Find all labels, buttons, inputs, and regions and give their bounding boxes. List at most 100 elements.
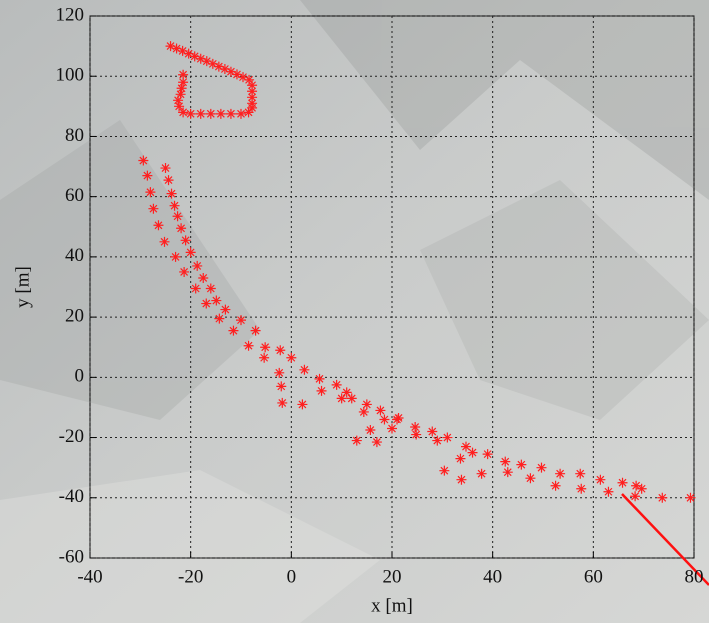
- point: [371, 437, 382, 448]
- y-tick-label: 40: [65, 245, 84, 266]
- point: [201, 298, 212, 309]
- point: [201, 56, 212, 67]
- y-tick-label: 100: [56, 65, 85, 86]
- point: [536, 462, 547, 473]
- point: [525, 473, 536, 484]
- point: [177, 45, 188, 56]
- point: [410, 422, 421, 433]
- point: [286, 352, 297, 363]
- point: [460, 441, 471, 452]
- point: [213, 61, 224, 72]
- y-tick-label: 0: [75, 366, 85, 387]
- marks: [138, 41, 696, 503]
- y-tick-label: -40: [59, 486, 84, 507]
- point: [260, 342, 271, 353]
- point: [243, 340, 254, 351]
- x-tick-label: -40: [77, 566, 102, 587]
- point: [314, 373, 325, 384]
- point: [205, 283, 216, 294]
- x-axis-label: x [m]: [371, 595, 413, 616]
- point: [336, 393, 347, 404]
- point: [170, 251, 181, 262]
- point: [225, 108, 236, 119]
- y-tick-label: 20: [65, 305, 84, 326]
- point: [657, 492, 668, 503]
- point: [243, 107, 254, 118]
- point: [351, 435, 362, 446]
- point: [148, 203, 159, 214]
- point: [617, 477, 628, 488]
- point: [198, 272, 209, 283]
- x-tick-label: -20: [178, 566, 203, 587]
- point: [346, 393, 357, 404]
- point: [516, 459, 527, 470]
- point: [153, 220, 164, 231]
- point: [358, 406, 369, 417]
- point: [175, 89, 186, 100]
- point: [595, 474, 606, 485]
- point: [185, 108, 196, 119]
- point: [247, 102, 258, 113]
- x-tick-label: 0: [287, 566, 297, 587]
- point: [178, 69, 189, 80]
- point: [361, 399, 372, 410]
- point: [636, 483, 647, 494]
- point: [160, 163, 171, 174]
- point: [250, 325, 261, 336]
- point: [236, 108, 246, 119]
- point: [166, 188, 177, 199]
- point: [432, 435, 443, 446]
- point: [220, 304, 231, 315]
- point: [219, 63, 230, 74]
- point: [180, 235, 191, 246]
- y-tick-label: 80: [65, 125, 84, 146]
- point: [247, 92, 258, 103]
- point: [259, 352, 270, 363]
- point: [427, 426, 438, 437]
- point: [575, 468, 586, 479]
- point: [176, 83, 187, 94]
- point: [274, 367, 285, 378]
- point: [297, 399, 308, 410]
- point: [685, 492, 696, 503]
- point: [236, 315, 246, 326]
- point: [178, 77, 189, 88]
- point: [631, 480, 642, 491]
- x-tick-label: 40: [483, 566, 502, 587]
- point: [275, 345, 286, 356]
- point: [192, 260, 203, 271]
- point: [185, 247, 196, 258]
- point: [205, 108, 216, 119]
- point: [576, 483, 587, 494]
- point: [299, 364, 310, 375]
- point: [195, 108, 206, 119]
- point: [375, 405, 386, 416]
- y-tick-label: -20: [59, 426, 84, 447]
- direction-line: [621, 493, 709, 586]
- point: [456, 474, 467, 485]
- point: [190, 283, 201, 294]
- point: [365, 425, 376, 436]
- point: [138, 155, 149, 166]
- point: [411, 429, 422, 440]
- point: [238, 72, 249, 83]
- point: [189, 51, 200, 62]
- point: [171, 43, 182, 54]
- point: [159, 236, 170, 247]
- point: [225, 66, 236, 77]
- point: [467, 447, 478, 458]
- point: [555, 468, 566, 479]
- point: [165, 41, 176, 52]
- x-tick-label: 20: [383, 566, 402, 587]
- point: [211, 295, 222, 306]
- point: [207, 58, 218, 69]
- point: [145, 187, 156, 198]
- y-tick-label: -60: [59, 546, 84, 567]
- point: [172, 211, 183, 222]
- point: [276, 381, 287, 392]
- point: [179, 266, 190, 277]
